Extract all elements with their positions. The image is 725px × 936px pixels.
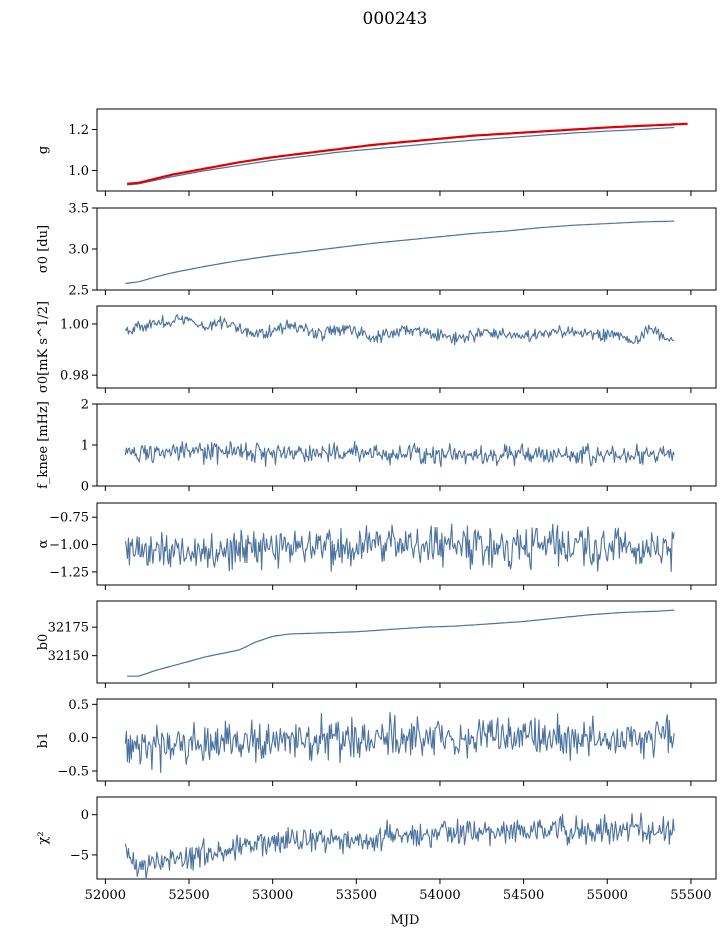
series-line (124, 314, 675, 346)
x-axis-label: MJD (391, 913, 420, 928)
figure-title: 000243 (363, 9, 428, 29)
series-line (124, 812, 675, 880)
series-line (125, 220, 675, 284)
axes-frame (96, 698, 717, 782)
y-tick-label: −0.5 (57, 765, 89, 780)
axes-frame (96, 502, 717, 586)
x-tick-label: 52000 (85, 888, 126, 903)
y-axis-label: σ0 [du] (36, 225, 51, 273)
y-axis-label: χ² (36, 831, 51, 844)
panels: 1.0 1.2 g 2.5 3.0 3.5 σ0 [du] 0.98 1.00 σ0[mK s^1… (36, 108, 717, 903)
y-tick-label: −1.00 (49, 538, 89, 553)
x-tick-label: 53500 (336, 888, 377, 903)
series-line (124, 711, 675, 774)
axes-frame (96, 403, 717, 487)
y-axis-label: f_knee [mHz] (36, 401, 51, 489)
y-tick-label: 2.5 (68, 284, 89, 299)
y-tick-label: 1.0 (68, 164, 89, 179)
axes-frame (96, 207, 717, 291)
y-tick-label: 0.98 (60, 369, 89, 384)
panel-8: −5 0 52000 52500 53000 53500 54000 54500 55000 55… (36, 796, 717, 903)
x-tick-label: 54500 (503, 888, 544, 903)
panel-4: 0 1 2 f_knee [mHz] (36, 398, 717, 495)
panel-1: 1.0 1.2 g (36, 108, 717, 196)
series-line (127, 609, 675, 677)
y-tick-label: 3.0 (68, 243, 89, 258)
x-tick-label: 53000 (252, 888, 293, 903)
y-tick-label: −0.75 (49, 511, 89, 526)
x-tick-label: 52500 (168, 888, 209, 903)
axes-frame (96, 305, 717, 389)
y-tick-label: 1 (81, 439, 89, 454)
panel-5: −1.25 −1.00 −0.75 α (36, 502, 717, 590)
series-line (127, 126, 675, 186)
x-tick-label: 54000 (419, 888, 460, 903)
y-tick-label: 3.5 (68, 202, 89, 217)
y-axis-label: g (36, 146, 51, 154)
series-line (124, 523, 675, 572)
y-axis-label: σ0[mK s^1/2] (36, 301, 51, 393)
y-tick-label: −5 (70, 848, 89, 863)
y-tick-label: 1.00 (60, 317, 89, 332)
panel-3: 0.98 1.00 σ0[mK s^1/2] (36, 301, 717, 393)
y-axis-label: b0 (36, 634, 51, 651)
y-tick-label: 0.5 (68, 698, 89, 713)
y-tick-label: 1.2 (68, 123, 89, 138)
y-tick-label: 0.0 (68, 731, 89, 746)
series-line (124, 440, 675, 468)
panel-2: 2.5 3.0 3.5 σ0 [du] (36, 202, 717, 299)
y-tick-label: −1.25 (49, 565, 89, 580)
panel-7: −0.5 0.0 0.5 b1 (36, 698, 717, 786)
y-axis-label: b1 (36, 732, 51, 749)
axes-frame (96, 600, 717, 684)
series-line (127, 122, 688, 185)
x-tick-label: 55000 (587, 888, 628, 903)
x-tick-label: 55500 (670, 888, 711, 903)
y-axis-label: α (36, 539, 51, 548)
axes-frame (96, 108, 717, 192)
y-tick-label: 2 (81, 398, 89, 413)
y-tick-label: 0 (81, 480, 89, 495)
y-tick-label: 32175 (48, 621, 89, 636)
y-tick-label: 32150 (48, 649, 89, 664)
axes-frame (96, 796, 717, 880)
y-tick-label: 0 (81, 808, 89, 823)
